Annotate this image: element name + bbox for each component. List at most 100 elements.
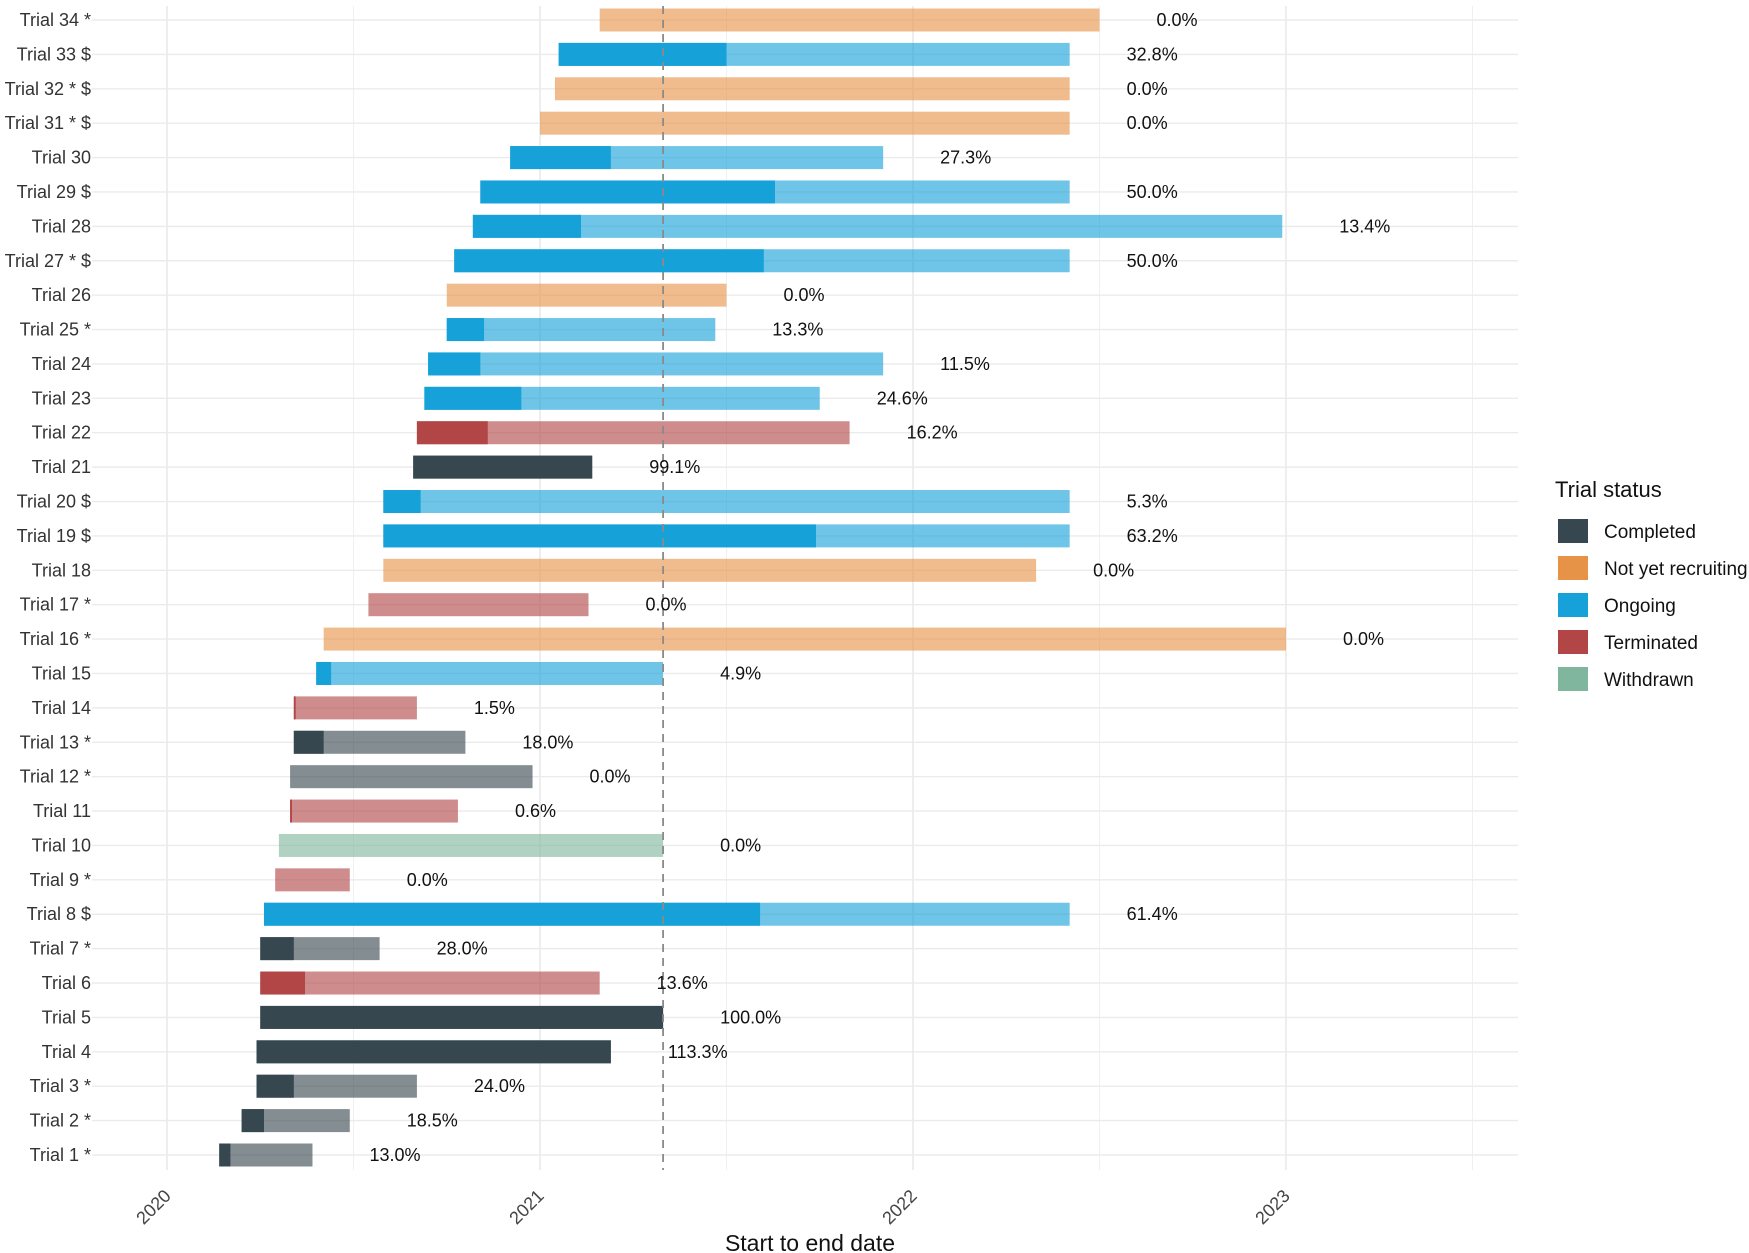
trial-label: Trial 18 <box>32 560 91 580</box>
bar-layer <box>219 8 1286 1167</box>
percent-label: 0.6% <box>515 801 556 821</box>
percent-label: 5.3% <box>1127 492 1168 512</box>
x-tick-label: 2023 <box>1251 1186 1293 1228</box>
trial-label: Trial 17 * <box>20 595 91 615</box>
trial-bar-planned <box>472 214 1283 238</box>
percent-label: 24.0% <box>474 1076 525 1096</box>
legend-items: Completed Not yet recruiting Ongoing Termin… <box>1558 519 1748 691</box>
trial-label: Trial 33 $ <box>17 44 91 64</box>
trial-bar-planned <box>290 765 533 789</box>
trial-bar-progress <box>290 799 292 823</box>
legend-title: Trial status <box>1555 477 1662 502</box>
x-tick-label: 2021 <box>505 1186 547 1228</box>
x-axis-title: Start to end date <box>725 1230 895 1253</box>
trial-bar-progress <box>472 214 582 238</box>
percent-label: 0.0% <box>407 870 448 890</box>
percent-label: 24.6% <box>877 388 928 408</box>
trial-label: Trial 15 <box>32 663 91 683</box>
legend-label: Terminated <box>1604 633 1698 654</box>
trial-bar-progress <box>446 318 485 342</box>
trial-label: Trial 20 $ <box>17 492 91 512</box>
trial-bar-planned <box>383 490 1070 514</box>
trial-label: Trial 1 * <box>30 1145 91 1165</box>
trial-bar-planned <box>368 593 589 617</box>
trial-bar-progress <box>260 937 294 961</box>
trial-label: Trial 3 * <box>30 1076 91 1096</box>
percent-label: 0.0% <box>1157 10 1198 30</box>
percent-label: 0.0% <box>590 767 631 787</box>
percent-label: 13.4% <box>1339 216 1390 236</box>
percent-label: 0.0% <box>784 285 825 305</box>
trial-bar-progress <box>558 42 727 66</box>
trial-bar-planned <box>424 386 820 410</box>
trial-label: Trial 10 <box>32 835 91 855</box>
trial-bar-progress <box>293 696 296 720</box>
trial-label: Trial 34 * <box>20 10 91 30</box>
trial-label: Trial 19 $ <box>17 526 91 546</box>
trial-bar-progress <box>428 352 481 376</box>
trial-label: Trial 24 <box>32 354 91 374</box>
percent-label: 0.0% <box>1093 560 1134 580</box>
percent-label: 63.2% <box>1127 526 1178 546</box>
legend-label: Not yet recruiting <box>1604 559 1748 580</box>
trial-bar-planned <box>293 730 466 754</box>
trial-bar-planned <box>278 833 664 857</box>
trial-bar-planned <box>446 318 716 342</box>
trial-bar-progress <box>454 249 764 273</box>
percent-label: 13.3% <box>772 320 823 340</box>
percent-label: 13.0% <box>369 1145 420 1165</box>
trial-bar-planned <box>323 627 1286 651</box>
trial-label: Trial 30 <box>32 148 91 168</box>
trial-bar-planned <box>293 696 417 720</box>
trial-bar-planned <box>316 661 664 685</box>
trial-bar-progress <box>293 730 324 754</box>
trial-bar-progress <box>383 524 817 548</box>
legend-swatch <box>1558 519 1588 543</box>
trial-label: Trial 26 <box>32 285 91 305</box>
trial-label: Trial 5 <box>42 1007 91 1027</box>
trial-bar-progress <box>263 902 761 926</box>
trial-label: Trial 14 <box>32 698 91 718</box>
percent-label: 18.0% <box>522 732 573 752</box>
label-layer: Trial 1 * 13.0% Trial 2 * 18.5% Trial 3 * 24.… <box>5 10 1391 1228</box>
percent-label: 99.1% <box>649 457 700 477</box>
trial-label: Trial 23 <box>32 388 91 408</box>
trial-bar-progress <box>260 971 306 995</box>
trial-label: Trial 27 * $ <box>5 251 91 271</box>
trial-bar-planned <box>554 77 1070 101</box>
percent-label: 11.5% <box>940 354 990 374</box>
percent-label: 0.0% <box>1127 79 1168 99</box>
trial-bar-planned <box>416 421 850 445</box>
trial-bar-progress <box>480 180 775 204</box>
percent-label: 32.8% <box>1127 44 1178 64</box>
trial-label: Trial 11 <box>33 801 91 821</box>
x-tick-label: 2020 <box>132 1186 174 1228</box>
percent-label: 0.0% <box>720 835 761 855</box>
trial-bar-planned <box>275 868 350 892</box>
trial-label: Trial 13 * <box>20 732 91 752</box>
trial-bar-planned <box>599 8 1100 32</box>
legend-swatch <box>1558 667 1588 691</box>
trial-bar-planned <box>428 352 884 376</box>
percent-label: 28.0% <box>437 939 488 959</box>
trial-label: Trial 2 * <box>30 1111 91 1131</box>
trial-bar-planned <box>290 799 458 823</box>
trial-label: Trial 16 * <box>20 629 91 649</box>
legend-label: Completed <box>1604 522 1696 543</box>
trial-bar-progress <box>510 146 611 170</box>
percent-label: 4.9% <box>720 663 761 683</box>
trial-label: Trial 8 $ <box>27 904 91 924</box>
trial-label: Trial 22 <box>32 423 91 443</box>
percent-label: 27.3% <box>940 148 991 168</box>
trial-bar-progress <box>424 386 522 410</box>
legend-swatch <box>1558 556 1588 580</box>
trial-bar-progress <box>260 1005 664 1029</box>
trial-label: Trial 6 <box>42 973 91 993</box>
trial-bar-progress <box>413 455 593 479</box>
trial-bar-progress <box>256 1074 294 1098</box>
percent-label: 50.0% <box>1127 182 1178 202</box>
trial-bar-planned <box>241 1109 350 1133</box>
percent-label: 13.6% <box>657 973 708 993</box>
trial-label: Trial 25 * <box>20 320 91 340</box>
